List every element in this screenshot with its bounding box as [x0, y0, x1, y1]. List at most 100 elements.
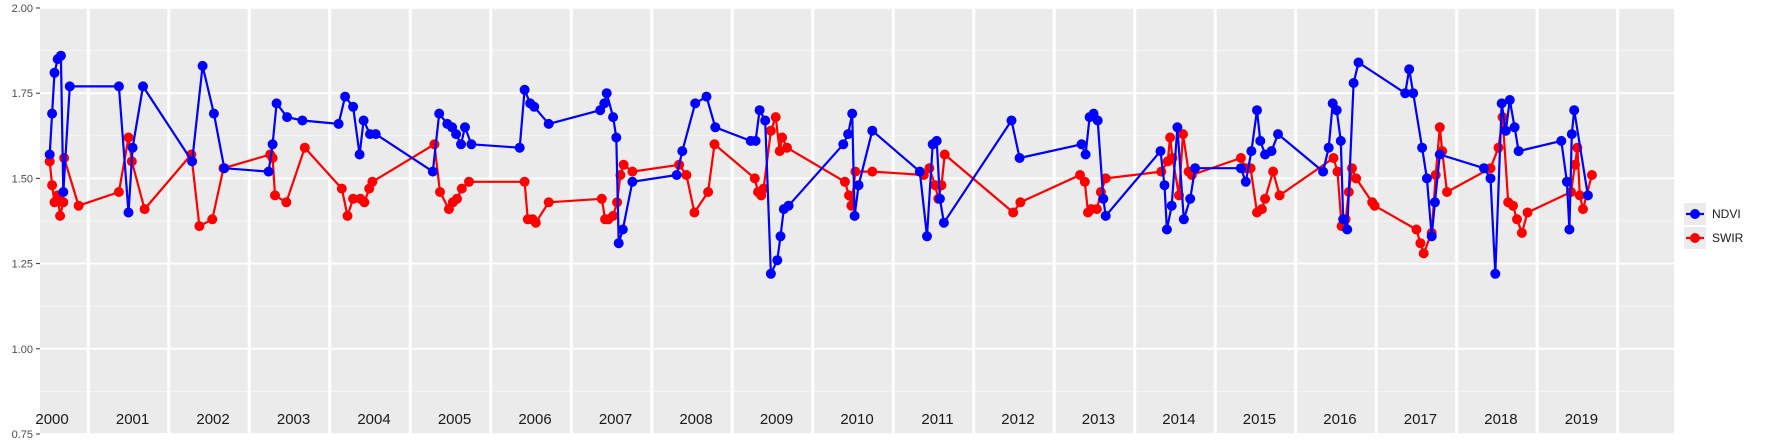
ndvi-point — [1190, 163, 1201, 174]
swir-point — [1008, 207, 1019, 218]
swir-point — [359, 197, 370, 208]
ndvi-point — [1166, 200, 1177, 211]
swir-point — [758, 183, 769, 194]
horizontal-gridlines — [40, 7, 1674, 435]
year-label: 2009 — [760, 411, 793, 428]
ndvi-point — [1161, 224, 1172, 235]
swir-point — [44, 156, 55, 167]
ndvi-point — [113, 81, 124, 92]
ndvi-point — [677, 146, 688, 157]
ndvi-point — [690, 98, 701, 109]
ndvi-point — [601, 88, 612, 99]
year-label: 2001 — [116, 411, 149, 428]
swir-point — [519, 176, 530, 187]
ndvi-point — [849, 210, 860, 221]
swir-point — [1516, 227, 1527, 238]
ndvi-point — [1098, 193, 1109, 204]
swir-point — [1165, 132, 1176, 143]
ndvi-point — [701, 91, 712, 102]
swir-point — [1347, 163, 1357, 174]
ndvi-point — [1556, 135, 1567, 146]
ndvi-point — [456, 139, 466, 150]
ndvi-point — [1252, 105, 1262, 116]
swir-point — [1411, 224, 1422, 235]
swir-point — [1156, 166, 1167, 177]
ndvi-point — [267, 139, 278, 150]
year-label: 2016 — [1323, 411, 1356, 428]
ndvi-point — [750, 135, 761, 146]
swir-point — [1256, 204, 1267, 215]
ndvi-point — [938, 217, 949, 228]
swir-point — [1100, 173, 1111, 184]
swir-point — [1351, 173, 1362, 184]
swir-point — [1578, 204, 1588, 215]
swir-point — [703, 187, 714, 197]
ndvi-point — [760, 115, 771, 126]
swir-point — [299, 142, 310, 153]
ndvi-point — [627, 176, 638, 187]
swir-point — [464, 176, 474, 187]
ndvi-point — [271, 98, 282, 109]
year-labels: 2000 2001 2002 2003 2004 2005 2006 2007 2008 2009… — [35, 411, 1598, 428]
ndvi-point — [914, 166, 925, 177]
ndvi-point — [765, 268, 776, 279]
y-axis: 0.75 1.00 1.25 1.50 1.75 2.00 — [12, 3, 40, 441]
ndvi-point — [1080, 149, 1091, 160]
y-tick-label: 1.00 — [12, 344, 33, 356]
ndvi-point — [1246, 146, 1257, 157]
swir-point — [1570, 159, 1580, 170]
ndvi-point — [838, 139, 849, 150]
ndvi-point — [1569, 105, 1580, 116]
swir-point — [336, 183, 347, 194]
swir-point — [839, 176, 850, 187]
swir-point — [456, 183, 467, 194]
swir-point — [939, 149, 950, 160]
ndvi-point — [1273, 129, 1283, 140]
year-label: 2004 — [357, 411, 390, 428]
ndvi-point — [1513, 146, 1524, 157]
ndvi-point — [1185, 193, 1196, 204]
swir-point — [452, 193, 462, 204]
ndvi-point — [49, 67, 60, 78]
swir-point — [844, 190, 854, 201]
ndvi-point — [934, 193, 945, 204]
swir-point — [1512, 214, 1522, 225]
ndvi-point — [1255, 135, 1266, 146]
ndvi-point — [1353, 57, 1364, 68]
ndvi-point — [1434, 149, 1445, 160]
ndvi-point — [1421, 173, 1432, 184]
ndvi-point — [617, 224, 628, 235]
swir-point — [1015, 197, 1026, 208]
swir-point — [207, 214, 218, 225]
legend: NDVI SWIR — [1684, 203, 1744, 249]
year-label: 2018 — [1484, 411, 1517, 428]
swir-point — [749, 173, 760, 184]
ndvi-point — [1178, 214, 1189, 225]
ndvi-point — [867, 125, 878, 136]
ndvi-point — [611, 132, 622, 143]
swir-point — [435, 187, 445, 197]
year-label: 2019 — [1565, 411, 1598, 428]
ndvi-point — [1426, 231, 1437, 242]
ndvi-point — [671, 170, 682, 180]
ndvi-point — [1159, 180, 1170, 191]
ndvi-point — [460, 122, 470, 133]
y-tick-label: 1.50 — [12, 173, 33, 185]
ndvi-point — [1335, 135, 1346, 146]
series-layer — [44, 50, 1597, 279]
swir-point — [1260, 193, 1271, 204]
ndvi-point — [529, 101, 540, 112]
swir-point — [367, 176, 378, 187]
ndvi-point — [451, 129, 462, 140]
swir-point — [1574, 190, 1585, 201]
year-label: 2007 — [599, 411, 632, 428]
swir-point — [55, 210, 66, 221]
legend-label-ndvi: NDVI — [1712, 207, 1741, 221]
swir-point — [1235, 153, 1246, 163]
ndvi-point — [922, 231, 932, 242]
ndvi-point — [370, 129, 381, 140]
ndvi-point — [354, 149, 365, 160]
ndvi-point — [127, 142, 138, 153]
swir-point — [1079, 176, 1090, 187]
ndvi-point — [1014, 153, 1025, 163]
